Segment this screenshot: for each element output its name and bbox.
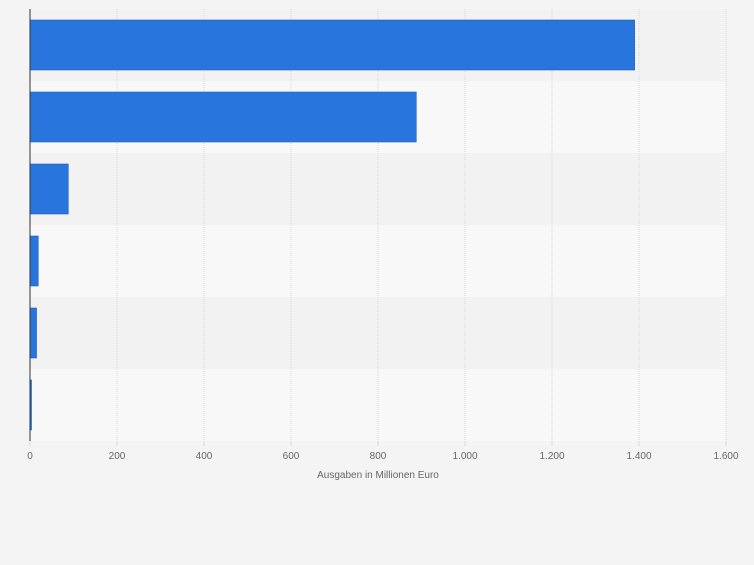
x-tick-label: 1.600 <box>713 451 738 462</box>
x-axis-ticks: 0 200 400 600 800 1.000 1.200 1.400 1.600 <box>27 441 739 462</box>
bars <box>29 19 635 431</box>
x-tick-label: 600 <box>283 451 300 462</box>
x-tick-label: 1.000 <box>452 451 477 462</box>
x-axis-label: Ausgaben in Millionen Euro <box>317 470 439 481</box>
x-tick-label: 0 <box>27 451 33 462</box>
x-tick-label: 200 <box>109 451 126 462</box>
x-tick-label: 400 <box>196 451 213 462</box>
x-tick-label: 800 <box>370 451 387 462</box>
x-tick-label: 1.400 <box>626 451 651 462</box>
bar <box>29 91 417 143</box>
bar <box>29 307 37 359</box>
gridlines <box>116 9 727 441</box>
bar <box>29 235 39 287</box>
x-tick-label: 1.200 <box>539 451 564 462</box>
bar <box>29 163 69 215</box>
bar <box>29 19 635 71</box>
